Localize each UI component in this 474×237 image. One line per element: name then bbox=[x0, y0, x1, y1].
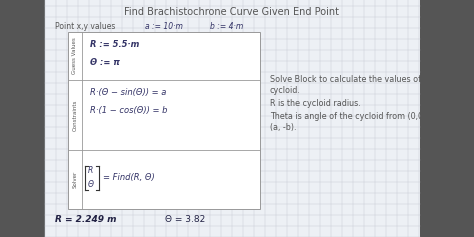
Text: a := 10·m: a := 10·m bbox=[145, 22, 183, 31]
FancyBboxPatch shape bbox=[0, 0, 45, 237]
FancyBboxPatch shape bbox=[68, 32, 260, 209]
Text: Find Brachistochrone Curve Given End Point: Find Brachistochrone Curve Given End Poi… bbox=[125, 7, 339, 17]
Text: Solver: Solver bbox=[73, 171, 78, 188]
Text: Θ := π: Θ := π bbox=[90, 58, 120, 67]
Text: R := 5.5·m: R := 5.5·m bbox=[90, 40, 139, 49]
FancyBboxPatch shape bbox=[45, 0, 420, 237]
Text: R·(Θ − sin(Θ)) = a: R·(Θ − sin(Θ)) = a bbox=[90, 88, 166, 97]
Text: = Find(R, Θ): = Find(R, Θ) bbox=[103, 173, 155, 182]
Text: R is the cycloid radius.: R is the cycloid radius. bbox=[270, 99, 361, 108]
FancyBboxPatch shape bbox=[420, 0, 474, 237]
Text: Θ = 3.82: Θ = 3.82 bbox=[165, 215, 205, 224]
Text: (a, -b).: (a, -b). bbox=[270, 123, 297, 132]
Text: R = 2.249 m: R = 2.249 m bbox=[55, 215, 117, 224]
Text: b := 4·m: b := 4·m bbox=[210, 22, 243, 31]
Text: Θ: Θ bbox=[88, 180, 94, 189]
Text: R: R bbox=[88, 166, 93, 175]
Text: Constraints: Constraints bbox=[73, 99, 78, 131]
Text: Guess Values: Guess Values bbox=[73, 38, 78, 74]
Text: Point x,y values: Point x,y values bbox=[55, 22, 115, 31]
Text: cycloid.: cycloid. bbox=[270, 86, 301, 95]
Text: Theta is angle of the cycloid from (0,0) to: Theta is angle of the cycloid from (0,0)… bbox=[270, 112, 437, 121]
Text: R·(1 − cos(Θ)) = b: R·(1 − cos(Θ)) = b bbox=[90, 106, 167, 115]
Text: Solve Block to calculate the values of the: Solve Block to calculate the values of t… bbox=[270, 75, 437, 84]
